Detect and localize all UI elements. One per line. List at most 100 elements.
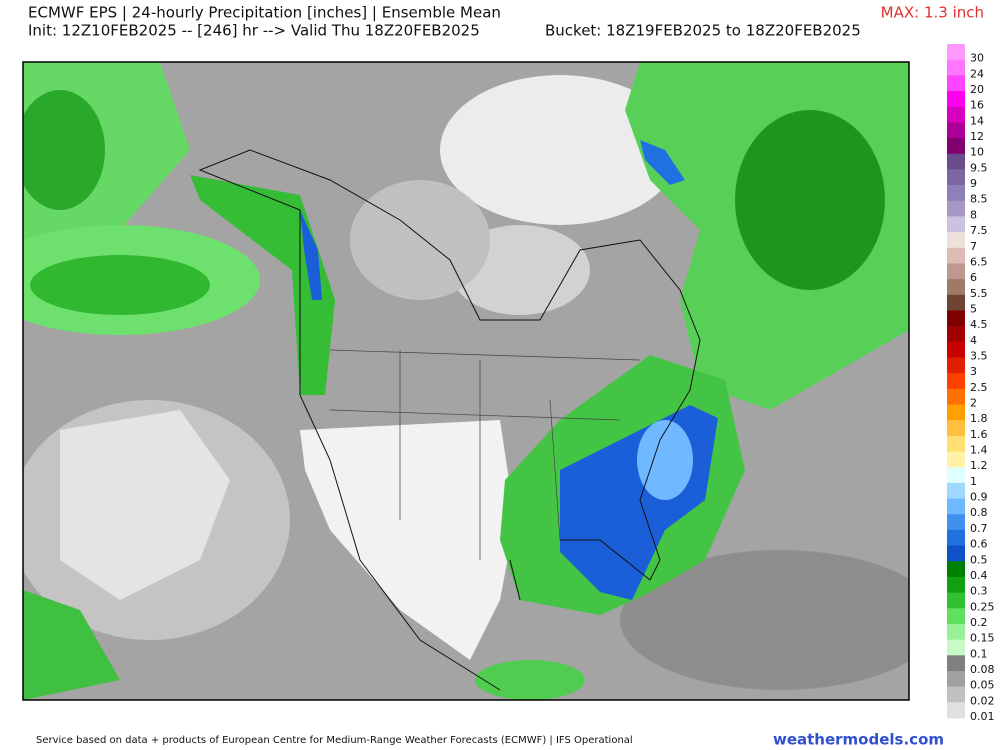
precip-area [30, 255, 210, 315]
colorbar-label: 0.4 [970, 569, 988, 582]
colorbar-label: 5.5 [970, 287, 988, 300]
colorbar-swatch [947, 153, 965, 170]
colorbar-label: 8 [970, 208, 977, 221]
colorbar-swatch [947, 404, 965, 421]
colorbar-label: 0.6 [970, 538, 988, 551]
colorbar-swatch [947, 545, 965, 562]
colorbar-label: 2 [970, 397, 977, 410]
precip-area [637, 420, 693, 500]
colorbar-swatch [947, 341, 965, 358]
colorbar-swatch [947, 608, 965, 625]
colorbar-swatch [947, 247, 965, 264]
coastline [198, 149, 701, 691]
colorbar-label: 24 [970, 67, 984, 80]
colorbar-label: 0.5 [970, 553, 988, 566]
colorbar-swatch [947, 702, 965, 719]
colorbar-swatch [947, 576, 965, 594]
colorbar-swatch [947, 185, 965, 202]
colorbar-label: 0.05 [970, 679, 995, 692]
colorbar-label: 6 [970, 271, 977, 284]
colorbar-swatch [947, 623, 965, 641]
colorbar-label: 4.5 [970, 318, 988, 331]
precip-area [23, 590, 120, 700]
colorbar-label: 0.2 [970, 616, 988, 629]
credit: Service based on data + products of Euro… [36, 735, 633, 746]
colorbar-swatch [947, 232, 965, 249]
colorbar-swatch [947, 169, 965, 186]
colorbar-label: 1.8 [970, 412, 988, 425]
colorbar-label: 9 [970, 177, 977, 190]
colorbar-label: 3.5 [970, 349, 988, 362]
colorbar-label: 1.2 [970, 459, 988, 472]
precip-area [735, 110, 885, 290]
colorbar-label: 12 [970, 130, 984, 143]
colorbar-label: 4 [970, 334, 977, 347]
colorbar-swatch [947, 482, 965, 500]
colorbar-swatch [947, 310, 965, 327]
precip-area [300, 210, 322, 300]
colorbar-swatch [947, 639, 965, 656]
colorbar-swatch [947, 106, 965, 123]
precip-area [620, 550, 909, 690]
colorbar-swatch [947, 75, 965, 92]
colorbar-swatch [947, 670, 965, 688]
colorbar-label: 0.02 [970, 694, 995, 707]
precip-area [300, 420, 515, 660]
colorbar-label: 0.01 [970, 710, 995, 723]
colorbar-label: 20 [970, 83, 984, 96]
colorbar-label: 9.5 [970, 161, 988, 174]
colorbar-label: 2.5 [970, 381, 988, 394]
colorbar-label: 0.1 [970, 647, 988, 660]
colorbar-swatch [947, 529, 965, 547]
colorbar-label: 6.5 [970, 255, 988, 268]
map [22, 61, 910, 701]
colorbar-label: 14 [970, 114, 984, 127]
bucket-line: Bucket: 18Z19FEB2025 to 18Z20FEB2025 [545, 22, 861, 40]
colorbar-label: 0.7 [970, 522, 988, 535]
map-frame [22, 61, 910, 701]
title: ECMWF EPS | 24-hourly Precipitation [inc… [28, 4, 501, 22]
precip-area [640, 140, 685, 185]
colorbar-swatch [947, 420, 965, 437]
colorbar-swatch [947, 326, 965, 343]
colorbar-label: 8.5 [970, 193, 988, 206]
colorbar-swatch [947, 357, 965, 374]
colorbar-swatch [947, 200, 965, 217]
colorbar-swatch [947, 122, 965, 139]
colorbar-label: 0.8 [970, 506, 988, 519]
colorbar-label: 5 [970, 302, 977, 315]
colorbar: 302420161412109.598.587.576.565.554.543.… [947, 44, 995, 723]
colorbar-swatch [947, 138, 965, 155]
init-line: Init: 12Z10FEB2025 -- [246] hr --> Valid… [28, 22, 480, 40]
precip-area [475, 660, 585, 700]
colorbar-swatch [947, 44, 965, 61]
precip-area [440, 75, 680, 225]
colorbar-label: 30 [970, 52, 984, 65]
max-label: MAX: 1.3 inch [881, 4, 984, 22]
colorbar-swatch [947, 655, 965, 672]
colorbar-label: 0.08 [970, 663, 995, 676]
colorbar-label: 10 [970, 146, 984, 159]
precip-area [190, 175, 335, 395]
colorbar-swatch [947, 686, 965, 703]
colorbar-swatch [947, 467, 965, 484]
colorbar-label: 1 [970, 475, 977, 488]
colorbar-swatch [947, 388, 965, 406]
colorbar-swatch [947, 435, 965, 453]
precip-area [23, 90, 105, 210]
precip-area [60, 410, 230, 600]
colorbar-swatch [947, 263, 965, 280]
colorbar-label: 3 [970, 365, 977, 378]
colorbar-swatch [947, 91, 965, 108]
colorbar-label: 7 [970, 240, 977, 253]
colorbar-swatch [947, 498, 965, 515]
colorbar-label: 1.4 [970, 444, 988, 457]
colorbar-swatch [947, 216, 965, 233]
colorbar-label: 0.3 [970, 585, 988, 598]
colorbar-label: 7.5 [970, 224, 988, 237]
colorbar-label: 0.25 [970, 600, 995, 613]
borders [329, 349, 641, 560]
colorbar-swatch [947, 279, 965, 296]
colorbar-swatch [947, 373, 965, 390]
site-link: weathermodels.com [773, 731, 944, 749]
